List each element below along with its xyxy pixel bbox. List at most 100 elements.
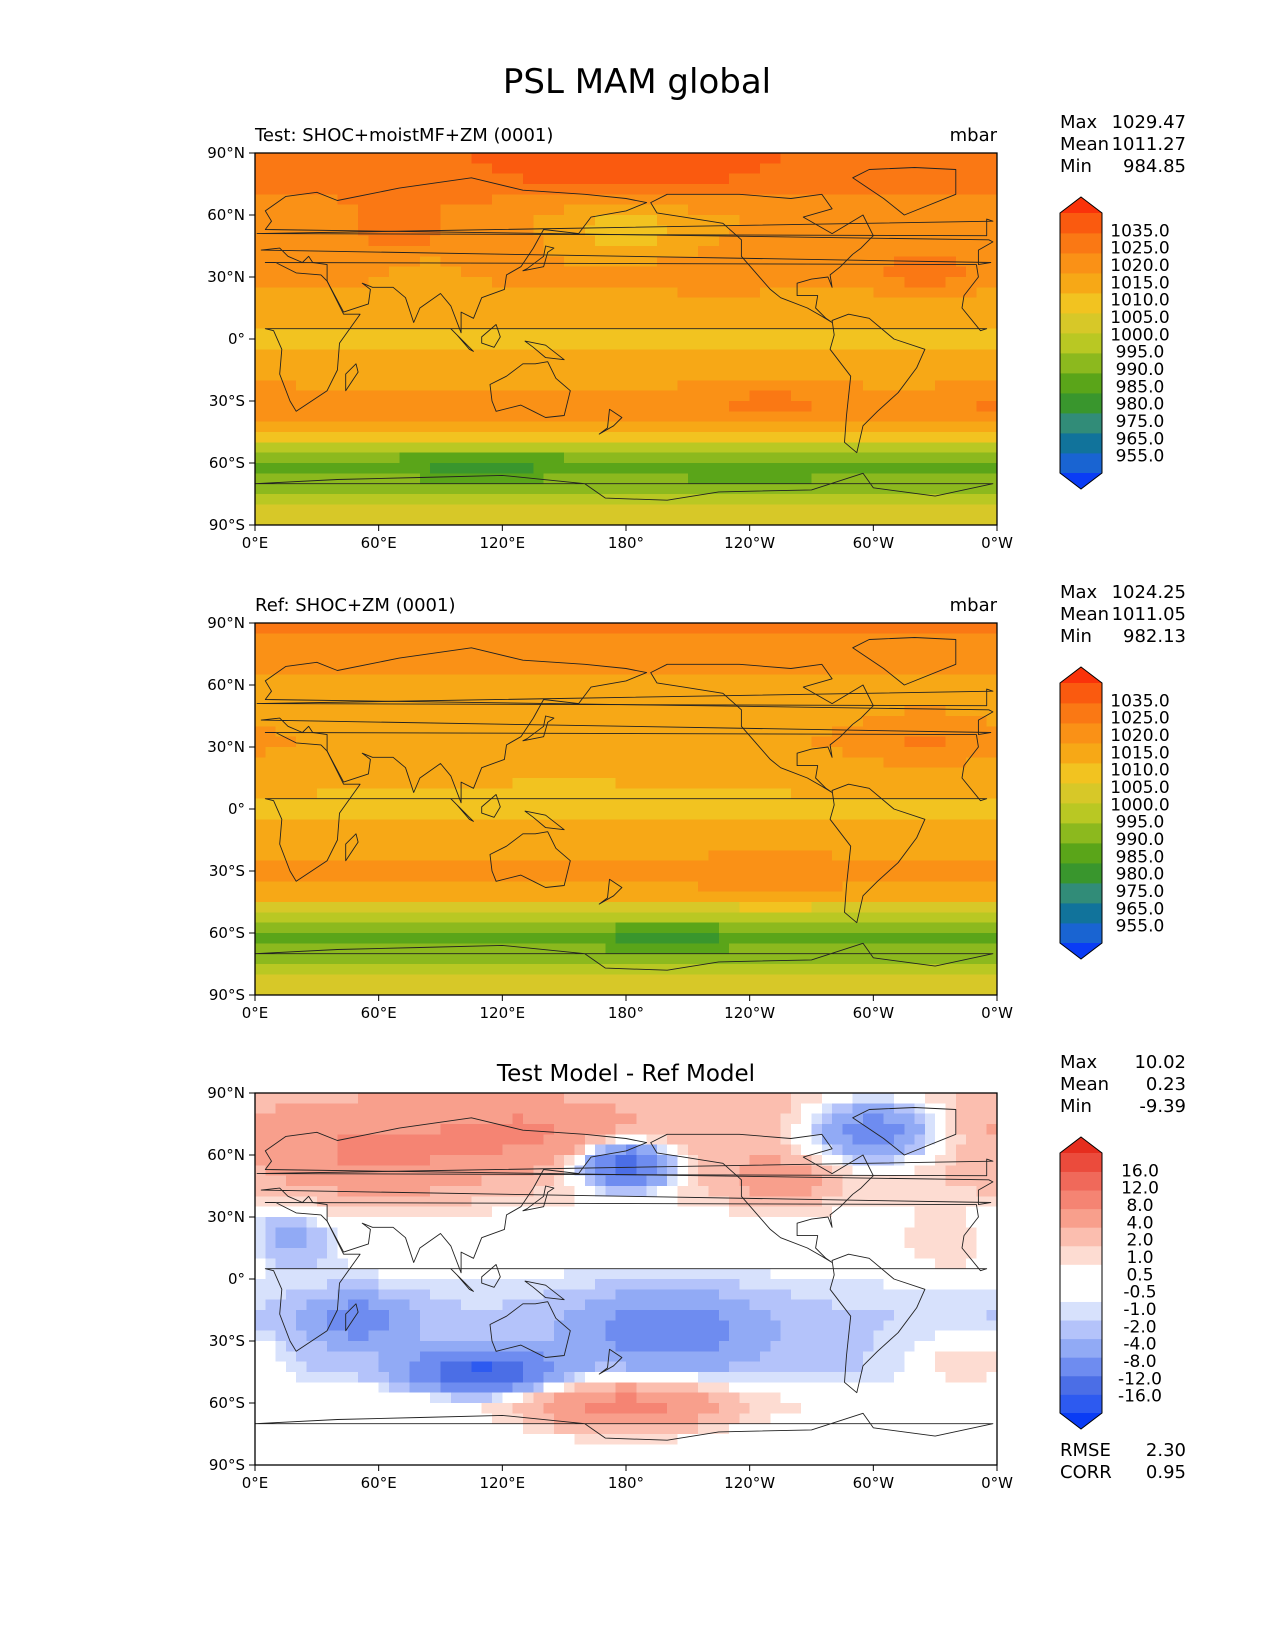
heatmap-cell — [440, 881, 452, 893]
heatmap-cell — [811, 421, 823, 433]
heatmap-cell — [450, 235, 462, 247]
heatmap-cell — [461, 726, 473, 738]
heatmap-cell — [739, 747, 751, 758]
heatmap-cell — [533, 860, 545, 872]
heatmap-cell — [595, 514, 606, 526]
heatmap-cell — [801, 747, 813, 758]
heatmap-cell — [966, 788, 977, 800]
heatmap-cell — [605, 633, 617, 645]
heatmap-cell — [749, 318, 761, 330]
heatmap-cell — [492, 225, 503, 237]
heatmap-cell — [255, 633, 266, 645]
heatmap-cell — [450, 297, 462, 309]
heatmap-cell — [687, 494, 699, 505]
heatmap-cell — [935, 840, 947, 851]
heatmap-cell — [935, 153, 947, 164]
heatmap-cell — [966, 184, 977, 195]
heatmap-cell — [883, 736, 895, 748]
heatmap-cell — [698, 380, 710, 392]
coastline — [481, 324, 501, 348]
heatmap-cell — [924, 483, 936, 495]
heatmap-cell — [739, 716, 751, 727]
heatmap-cell — [832, 204, 844, 216]
heatmap-cell — [533, 912, 545, 924]
heatmap-cell — [358, 204, 369, 216]
heatmap-cell — [914, 256, 926, 268]
heatmap-cell — [574, 736, 586, 748]
heatmap-cell — [811, 664, 823, 676]
heatmap-cell — [698, 277, 710, 288]
heatmap-cell — [667, 173, 679, 185]
heatmap-cell — [306, 452, 318, 464]
heatmap-cell — [492, 514, 503, 526]
heatmap-cell — [863, 246, 874, 257]
heatmap-cell — [471, 328, 483, 340]
heatmap-cell — [904, 798, 916, 810]
heatmap-cell — [966, 860, 977, 872]
heatmap-cell — [440, 370, 452, 381]
heatmap-cell — [265, 716, 277, 727]
heatmap-cell — [584, 308, 596, 319]
heatmap-cell — [564, 359, 576, 371]
heatmap-cell — [296, 778, 308, 789]
heatmap-cell — [780, 370, 792, 381]
heatmap-cell — [337, 473, 349, 485]
heatmap-cell — [255, 726, 266, 738]
heatmap-cell — [698, 757, 710, 769]
heatmap-cell — [842, 235, 854, 247]
heatmap-cell — [935, 421, 947, 433]
heatmap-cell — [512, 881, 524, 893]
heatmap-cell — [656, 266, 668, 278]
heatmap-cell — [955, 912, 967, 924]
heatmap-cell — [522, 705, 534, 717]
heatmap-cell — [708, 184, 720, 195]
heatmap-cell — [759, 297, 771, 309]
heatmap-cell — [316, 778, 328, 789]
heatmap-cell — [904, 654, 916, 665]
heatmap-cell — [790, 246, 802, 257]
heatmap-cell — [656, 943, 668, 955]
heatmap-cell — [327, 194, 339, 206]
heatmap-cell — [265, 643, 277, 655]
heatmap-cell — [461, 716, 473, 727]
heatmap-cell — [976, 256, 988, 268]
heatmap-cell — [502, 225, 514, 237]
heatmap-cell — [790, 215, 802, 226]
heatmap-cell — [656, 173, 668, 185]
heatmap-cell — [832, 798, 844, 810]
heatmap-cell — [832, 705, 844, 717]
heatmap-cell — [770, 277, 782, 288]
heatmap-cell — [409, 380, 421, 392]
heatmap-cell — [543, 819, 555, 831]
heatmap-cell — [574, 328, 586, 340]
heatmap-cell — [255, 204, 266, 216]
heatmap-cell — [285, 153, 297, 164]
heatmap-cell — [718, 757, 730, 769]
heatmap-cell — [842, 184, 854, 195]
heatmap-cell — [955, 287, 967, 299]
heatmap-cell — [718, 840, 730, 851]
heatmap-cell — [564, 664, 576, 676]
heatmap-cell — [553, 194, 565, 206]
heatmap-cell — [492, 204, 503, 216]
heatmap-cell — [574, 204, 586, 216]
heatmap-cell — [811, 726, 823, 738]
heatmap-cell — [285, 871, 297, 882]
heatmap-cell — [945, 194, 957, 206]
heatmap-cell — [759, 380, 771, 392]
heatmap-cell — [481, 633, 493, 645]
heatmap-cell — [966, 370, 977, 381]
heatmap-cell — [966, 767, 977, 779]
heatmap-cell — [522, 153, 534, 164]
heatmap-cell — [275, 736, 287, 748]
heatmap-cell — [966, 778, 977, 789]
heatmap-cell — [698, 871, 710, 882]
heatmap-cell — [852, 850, 864, 862]
heatmap-cell — [873, 215, 885, 226]
heatmap-cell — [904, 819, 916, 831]
heatmap-cell — [883, 726, 895, 738]
heatmap-cell — [698, 494, 710, 505]
heatmap-cell — [955, 184, 967, 195]
heatmap-cell — [553, 623, 565, 634]
heatmap-cell — [553, 860, 565, 872]
